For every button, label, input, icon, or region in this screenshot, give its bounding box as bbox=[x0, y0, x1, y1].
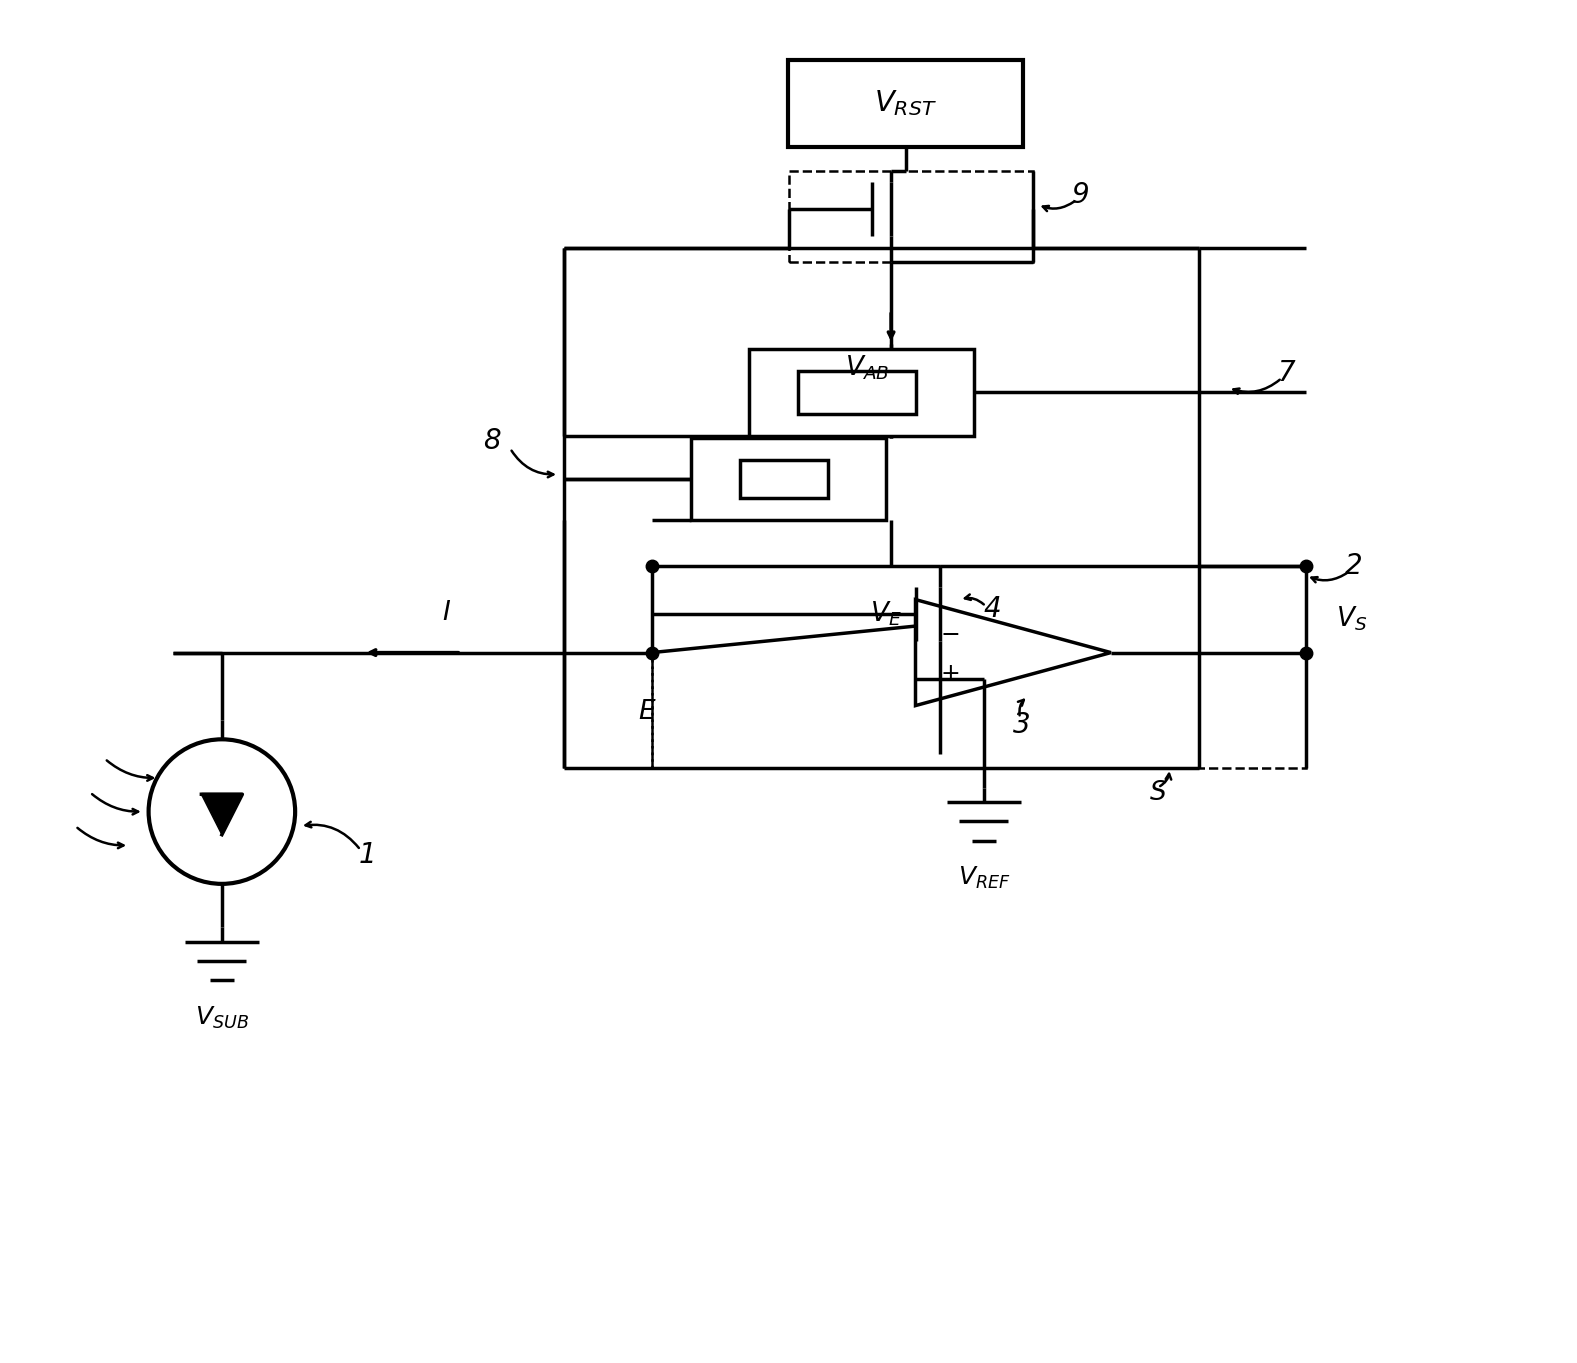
Bar bbox=[749, 349, 975, 436]
Bar bbox=[691, 438, 886, 521]
Bar bbox=[798, 371, 916, 414]
Bar bbox=[651, 566, 1306, 769]
Bar bbox=[788, 170, 1033, 262]
Text: 2: 2 bbox=[1345, 552, 1363, 579]
Polygon shape bbox=[202, 795, 243, 834]
Text: S: S bbox=[1150, 780, 1167, 806]
Text: $V_{AB}$: $V_{AB}$ bbox=[845, 354, 889, 383]
Text: $V_E$: $V_E$ bbox=[871, 600, 902, 628]
Text: 9: 9 bbox=[1072, 181, 1090, 209]
Text: $+$: $+$ bbox=[940, 662, 959, 686]
Text: 4: 4 bbox=[984, 596, 1001, 623]
Text: $-$: $-$ bbox=[940, 622, 959, 645]
Text: $V_{REF}$: $V_{REF}$ bbox=[957, 864, 1011, 891]
Text: 3: 3 bbox=[1012, 711, 1031, 739]
Text: 8: 8 bbox=[483, 427, 500, 455]
Text: 1: 1 bbox=[358, 841, 377, 870]
Text: $V_{RST}$: $V_{RST}$ bbox=[874, 89, 937, 119]
Bar bbox=[740, 459, 828, 499]
Bar bbox=[788, 60, 1023, 147]
Text: $V_{SUB}$: $V_{SUB}$ bbox=[196, 1005, 249, 1030]
Text: I: I bbox=[443, 600, 451, 626]
Text: E: E bbox=[639, 699, 654, 725]
Text: $V_S$: $V_S$ bbox=[1336, 605, 1367, 634]
Text: 7: 7 bbox=[1277, 358, 1295, 387]
